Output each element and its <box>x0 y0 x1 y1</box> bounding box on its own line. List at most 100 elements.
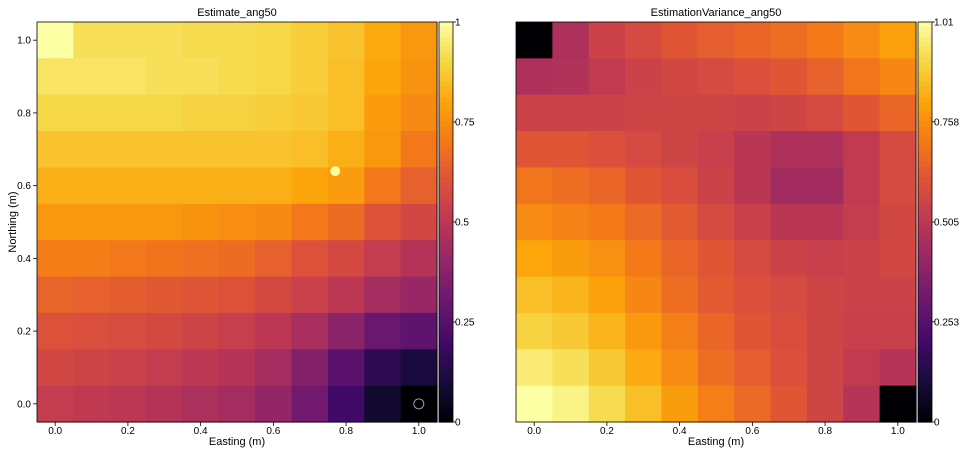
heatmap-cell <box>588 58 626 96</box>
x-tick-label: 0.2 <box>600 426 614 437</box>
heatmap-cell <box>327 203 365 241</box>
heatmap-cell <box>552 385 590 423</box>
heatmap-cell <box>218 349 256 387</box>
heatmap-cell <box>843 349 881 387</box>
x-tick-label: 0.8 <box>818 426 832 437</box>
heatmap-cell <box>806 58 844 96</box>
heatmap-cell <box>879 312 917 350</box>
colorbar-segment <box>918 27 932 33</box>
colorbar-segment <box>439 392 453 398</box>
heatmap-cell <box>109 58 147 96</box>
heatmap-cell <box>291 203 329 241</box>
colorbar-segment <box>918 247 932 253</box>
y-tick-label: 0.2 <box>17 327 31 338</box>
colorbar-segment <box>439 367 453 373</box>
heatmap-cell <box>552 349 590 387</box>
heatmap-cell <box>218 22 256 59</box>
colorbar-segment <box>918 87 932 93</box>
colorbar-segment <box>918 267 932 273</box>
heatmap-cell <box>879 131 917 169</box>
colorbar-segment <box>439 257 453 263</box>
heatmap-cell <box>879 276 917 314</box>
chart-title: EstimationVariance_ang50 <box>651 7 782 19</box>
heatmap-cell <box>770 240 808 278</box>
x-tick-label: 1.0 <box>891 426 905 437</box>
heatmap-cell <box>625 22 663 59</box>
heatmap-cell <box>697 22 735 59</box>
colorbar-segment <box>918 92 932 98</box>
heatmap-cell <box>255 276 293 314</box>
colorbar-segment <box>439 337 453 343</box>
x-axis-label: Easting (m) <box>688 436 744 448</box>
heatmap-cell <box>400 349 438 387</box>
heatmap-cell <box>400 167 438 205</box>
heatmap-cell <box>218 385 256 423</box>
heatmap-cell <box>182 349 220 387</box>
colorbar-segment <box>439 292 453 298</box>
heatmap-cell <box>291 131 329 169</box>
colorbar-segment <box>918 42 932 48</box>
colorbar-segment <box>439 42 453 48</box>
colorbar-segment <box>918 402 932 408</box>
colorbar-segment <box>439 127 453 133</box>
colorbar-segment <box>439 322 453 328</box>
heatmap-cell <box>697 167 735 205</box>
heatmap-cell <box>255 240 293 278</box>
heatmap-cell <box>291 385 329 423</box>
heatmap-cell <box>625 203 663 241</box>
heatmap-cell <box>661 203 699 241</box>
colorbar-segment <box>439 102 453 108</box>
colorbar-segment <box>439 112 453 118</box>
colorbar-segment <box>439 227 453 233</box>
colorbar-segment <box>439 47 453 53</box>
colorbar-segment <box>918 47 932 53</box>
colorbar-segment <box>918 307 932 313</box>
heatmap-cell <box>73 240 111 278</box>
heatmap-cell <box>37 203 74 241</box>
colorbar-segment <box>918 392 932 398</box>
heatmap-cell <box>734 94 772 132</box>
colorbar-segment <box>439 372 453 378</box>
heatmap-cell <box>327 312 365 350</box>
heatmap-cell <box>843 312 881 350</box>
colorbar-segment <box>918 32 932 38</box>
heatmap-cell <box>37 349 74 387</box>
heatmap-cell <box>146 385 184 423</box>
heatmap-cell <box>588 385 626 423</box>
heatmap-cell <box>843 385 881 423</box>
heatmap-cell <box>109 203 147 241</box>
heatmap-cell <box>770 131 808 169</box>
heatmap-cell <box>109 94 147 132</box>
colorbar-tick-label: 0.25 <box>455 318 475 329</box>
colorbar-segment <box>439 362 453 368</box>
colorbar-segment <box>918 102 932 108</box>
heatmap-cell <box>843 58 881 96</box>
heatmap-cell <box>552 240 590 278</box>
heatmap-cell <box>109 240 147 278</box>
colorbar-segment <box>918 382 932 388</box>
heatmap-cell <box>770 167 808 205</box>
colorbar-segment <box>918 387 932 393</box>
colorbar-segment <box>439 87 453 93</box>
heatmap-cell <box>588 94 626 132</box>
heatmap-cell <box>625 58 663 96</box>
plot-panel-1: Estimate_ang50 0.0 0.2 0.4 0.6 0.8 1.0 Easting … <box>7 7 475 448</box>
heatmap-cell <box>255 203 293 241</box>
colorbar-segment <box>439 207 453 213</box>
heatmap-cell <box>552 203 590 241</box>
colorbar-segment <box>918 72 932 78</box>
heatmap-cell <box>364 203 402 241</box>
heatmap-cell <box>661 58 699 96</box>
colorbar-segment <box>439 67 453 73</box>
colorbar-segment <box>918 77 932 83</box>
colorbar-segment <box>918 287 932 293</box>
colorbar-segment <box>918 112 932 118</box>
heatmap-cell <box>291 240 329 278</box>
heatmap-cell <box>516 131 553 169</box>
heatmap-cell <box>109 276 147 314</box>
heatmap-cell <box>552 167 590 205</box>
heatmap-cell <box>516 240 553 278</box>
colorbar-segment <box>918 132 932 138</box>
heatmap-cell <box>734 22 772 59</box>
heatmap-cell <box>73 203 111 241</box>
